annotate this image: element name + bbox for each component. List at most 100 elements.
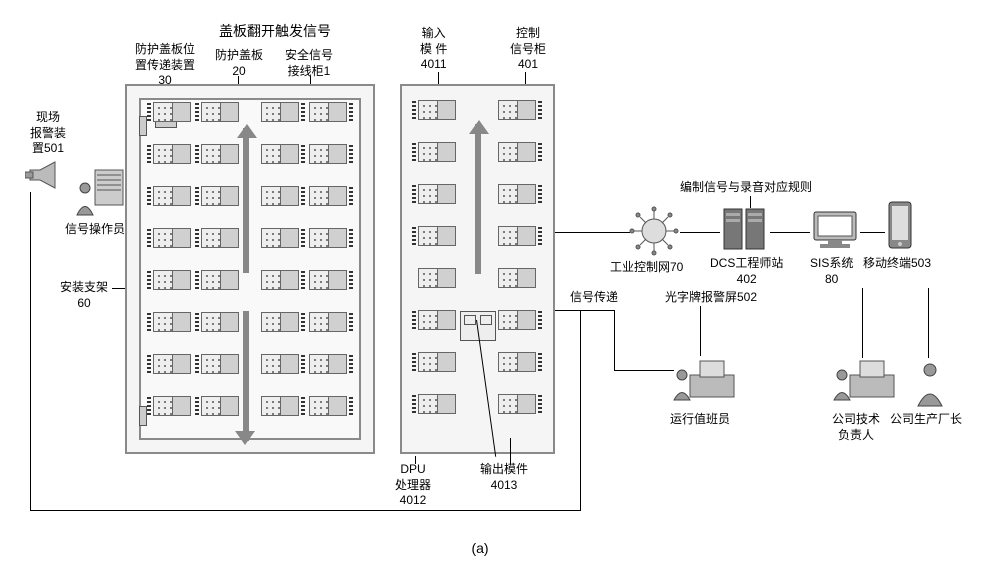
connector-icon bbox=[538, 311, 542, 329]
io-module bbox=[261, 312, 299, 332]
io-module bbox=[309, 186, 347, 206]
connector-icon bbox=[412, 395, 416, 413]
cover-plate-label: 防护盖板 20 bbox=[215, 48, 263, 79]
connector-icon bbox=[195, 145, 199, 163]
connector-icon bbox=[412, 311, 416, 329]
io-module bbox=[201, 396, 239, 416]
io-module bbox=[498, 394, 536, 414]
connector-icon bbox=[349, 187, 353, 205]
conn-line bbox=[862, 288, 863, 358]
io-module bbox=[201, 270, 239, 290]
io-module bbox=[309, 228, 347, 248]
connector-icon bbox=[195, 103, 199, 121]
arrow-icon bbox=[475, 124, 481, 274]
io-module bbox=[153, 102, 191, 122]
hinge-icon bbox=[139, 406, 147, 426]
io-module bbox=[153, 144, 191, 164]
connector-icon bbox=[147, 145, 151, 163]
connector-icon bbox=[412, 143, 416, 161]
connector-icon bbox=[412, 185, 416, 203]
io-module bbox=[201, 102, 239, 122]
signal-transfer-label: 信号传递 bbox=[570, 290, 618, 306]
operator-icon bbox=[75, 160, 125, 220]
io-module bbox=[261, 396, 299, 416]
io-module bbox=[201, 186, 239, 206]
feedback-line bbox=[30, 510, 581, 511]
io-module bbox=[201, 354, 239, 374]
tech-icon bbox=[830, 355, 900, 410]
conn-line bbox=[860, 232, 885, 233]
io-module bbox=[261, 354, 299, 374]
connector-icon bbox=[538, 353, 542, 371]
io-module bbox=[498, 352, 536, 372]
connector-icon bbox=[538, 227, 542, 245]
connector-icon bbox=[195, 313, 199, 331]
io-module bbox=[261, 186, 299, 206]
connector-icon bbox=[349, 397, 353, 415]
bracket-label: 安装支架 60 bbox=[60, 280, 108, 311]
connector-icon bbox=[195, 397, 199, 415]
connector-icon bbox=[195, 271, 199, 289]
io-module bbox=[153, 186, 191, 206]
output-module-label: 输出模件 4013 bbox=[480, 462, 528, 493]
connector-icon bbox=[195, 355, 199, 373]
connector-icon bbox=[538, 101, 542, 119]
conn-line bbox=[770, 232, 810, 233]
control-cabinet-label: 控制 信号柜 401 bbox=[510, 26, 546, 73]
tech-label: 公司技术 负责人 bbox=[832, 412, 880, 443]
io-module bbox=[418, 394, 456, 414]
conn-line bbox=[555, 310, 615, 311]
cover-pos-label: 防护盖板位 置传递装置 30 bbox=[135, 42, 195, 89]
io-module bbox=[309, 102, 347, 122]
feedback-line bbox=[580, 310, 581, 510]
connector-icon bbox=[538, 395, 542, 413]
connector-icon bbox=[301, 229, 305, 247]
io-module bbox=[261, 228, 299, 248]
top-title: 盖板翻开触发信号 bbox=[175, 22, 375, 40]
io-module bbox=[153, 312, 191, 332]
prod-label: 公司生产厂长 bbox=[890, 412, 962, 428]
io-module bbox=[418, 100, 456, 120]
io-module bbox=[498, 310, 536, 330]
prod-icon bbox=[910, 358, 950, 410]
io-module bbox=[201, 312, 239, 332]
connector-icon bbox=[301, 187, 305, 205]
connector-icon bbox=[349, 145, 353, 163]
connector-icon bbox=[301, 145, 305, 163]
arrow-icon bbox=[243, 128, 249, 273]
input-module-label: 输入 模 件 4011 bbox=[420, 26, 447, 73]
connector-icon bbox=[538, 185, 542, 203]
sis-label: SIS系统 80 bbox=[810, 256, 853, 287]
connector-icon bbox=[195, 229, 199, 247]
io-module bbox=[201, 144, 239, 164]
leader-line bbox=[415, 456, 416, 464]
network-icon bbox=[628, 205, 680, 260]
figure-label: (a) bbox=[471, 540, 488, 556]
connector-icon bbox=[147, 187, 151, 205]
connector-icon bbox=[147, 313, 151, 331]
io-module bbox=[418, 310, 456, 330]
connector-icon bbox=[147, 103, 151, 121]
io-module bbox=[418, 352, 456, 372]
io-module bbox=[498, 268, 536, 288]
io-module bbox=[153, 354, 191, 374]
io-module bbox=[309, 144, 347, 164]
operator-label: 信号操作员 bbox=[65, 222, 125, 238]
connector-icon bbox=[349, 271, 353, 289]
io-module bbox=[309, 270, 347, 290]
connector-icon bbox=[412, 353, 416, 371]
io-module bbox=[498, 226, 536, 246]
connector-icon bbox=[412, 101, 416, 119]
ind-net-label: 工业控制网70 bbox=[610, 260, 683, 276]
conn-line bbox=[614, 310, 615, 370]
connector-icon bbox=[301, 271, 305, 289]
conn-line bbox=[555, 232, 630, 233]
io-module bbox=[498, 184, 536, 204]
connector-icon bbox=[195, 187, 199, 205]
io-module bbox=[418, 226, 456, 246]
connector-icon bbox=[412, 227, 416, 245]
io-module bbox=[309, 354, 347, 374]
io-module bbox=[418, 184, 456, 204]
connector-icon bbox=[147, 397, 151, 415]
io-module bbox=[261, 144, 299, 164]
